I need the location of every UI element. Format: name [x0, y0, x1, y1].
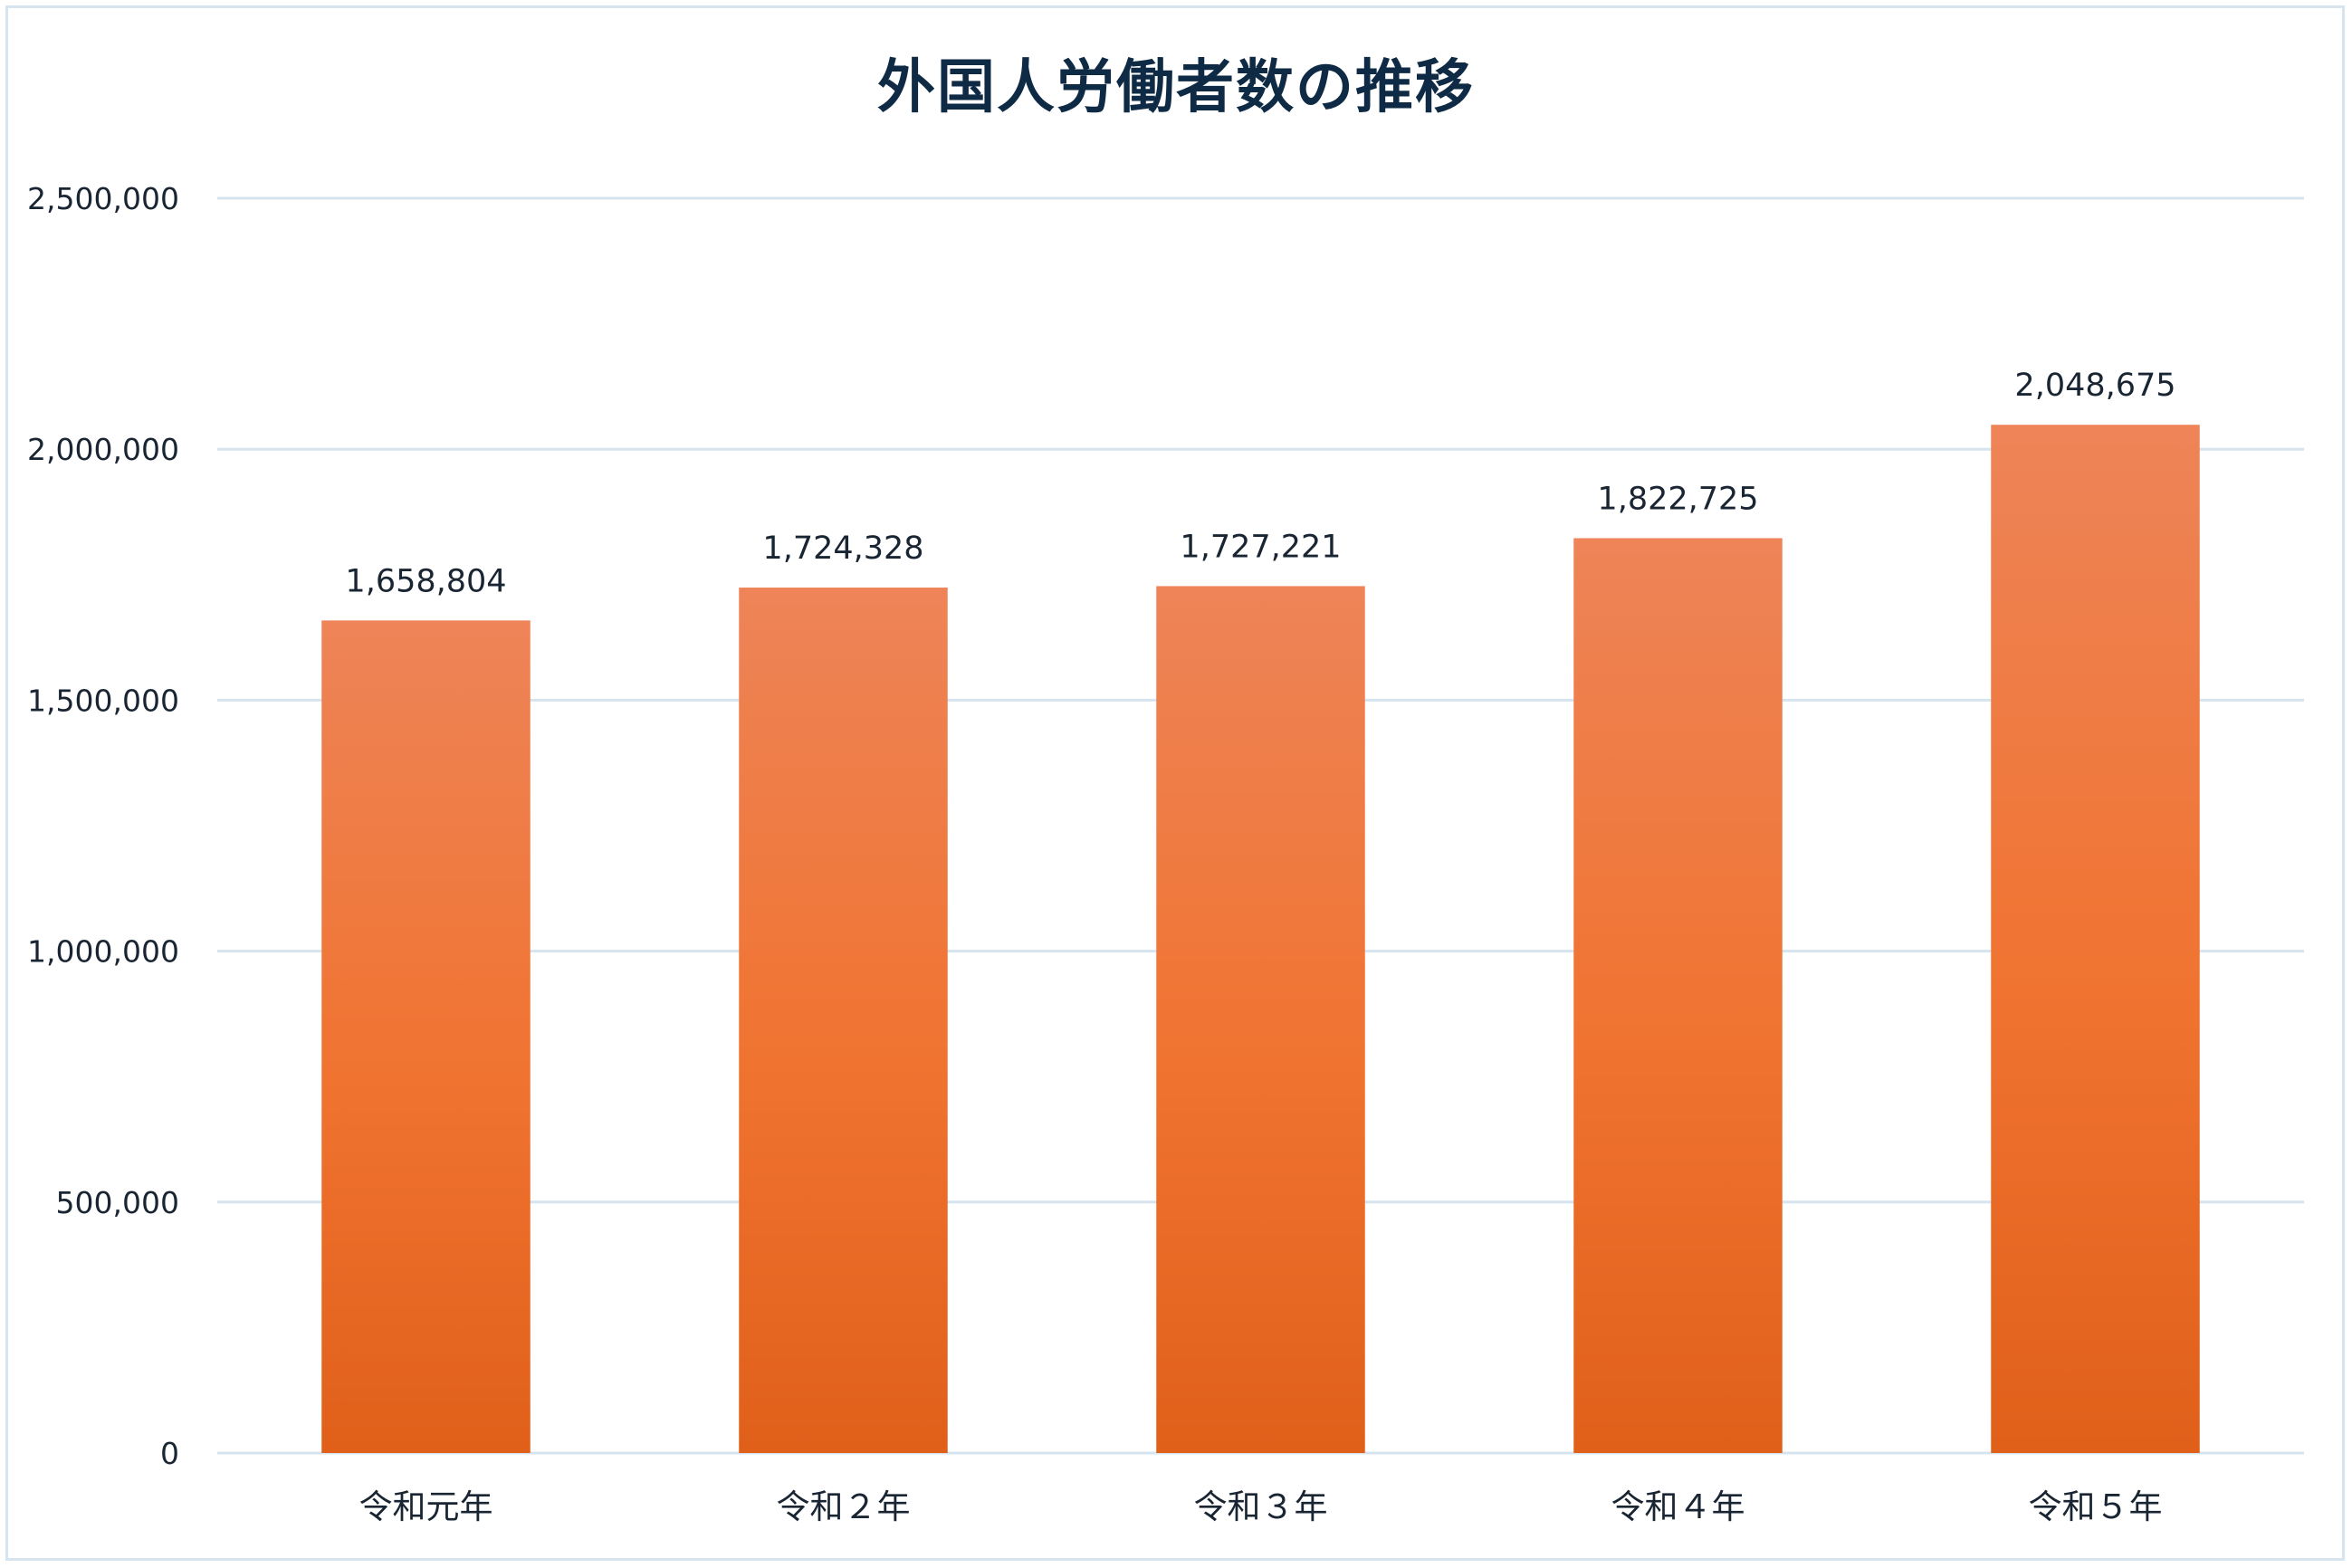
bars: [321, 425, 2200, 1453]
data-label: 2,048,675: [2014, 368, 2175, 404]
y-tick-label: 2,500,000: [27, 181, 179, 216]
data-label: 1,658,804: [345, 563, 506, 599]
bar: [1991, 425, 2200, 1453]
y-axis-ticks: 0 500,000 1,000,000 1,500,000 2,000,000 2,500…: [27, 181, 179, 1471]
bar: [1573, 538, 1783, 1453]
x-axis-categories: 令和元年 令和２年 令和３年 令和４年 令和５年: [359, 1487, 2163, 1526]
y-tick-label: 0: [160, 1436, 179, 1471]
data-label: 1,727,221: [1180, 529, 1341, 565]
data-label: 1,822,725: [1597, 481, 1758, 517]
y-tick-label: 1,500,000: [27, 683, 179, 718]
data-labels: 1,658,804 1,724,328 1,727,221 1,822,725 2,04…: [345, 368, 2175, 599]
bar: [739, 588, 948, 1453]
x-category-label: 令和４年: [1611, 1487, 1745, 1526]
y-tick-label: 2,000,000: [27, 432, 179, 467]
y-tick-label: 1,000,000: [27, 934, 179, 970]
bar: [1156, 586, 1365, 1453]
x-category-label: 令和３年: [1194, 1487, 1328, 1526]
y-tick-label: 500,000: [56, 1185, 179, 1220]
data-label: 1,724,328: [762, 531, 923, 567]
chart-title: 外国人労働者数の推移: [877, 54, 1475, 121]
x-category-label: 令和元年: [359, 1487, 493, 1526]
x-category-label: 令和５年: [2029, 1487, 2163, 1526]
bar: [321, 620, 531, 1453]
x-category-label: 令和２年: [777, 1487, 911, 1526]
